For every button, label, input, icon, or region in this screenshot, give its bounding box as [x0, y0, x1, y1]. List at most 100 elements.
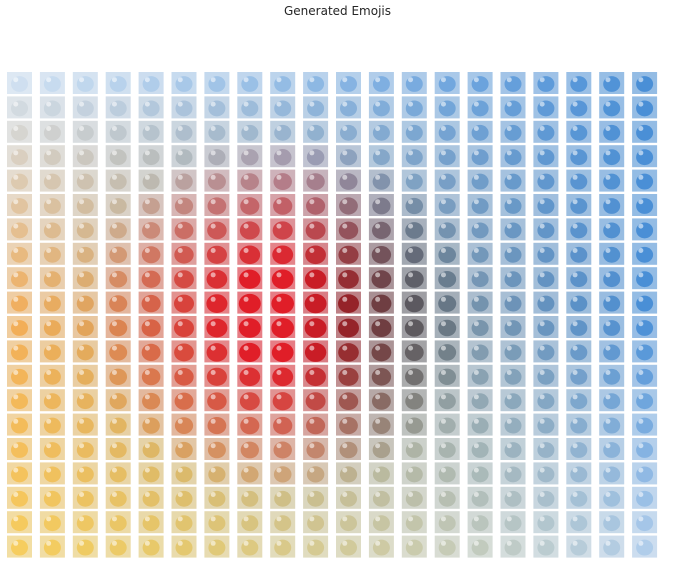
emoji-face: [76, 173, 94, 190]
emoji-face: [603, 442, 621, 458]
emoji-face: [636, 271, 654, 288]
emoji-highlight: [13, 174, 19, 180]
emoji-highlight: [210, 492, 216, 497]
emoji-face: [43, 124, 61, 141]
emoji-highlight: [342, 199, 348, 205]
emoji-face: [570, 368, 588, 385]
emoji-highlight: [243, 418, 249, 424]
emoji-cell: [138, 72, 164, 94]
emoji-cell: [500, 120, 526, 143]
emoji-face: [109, 270, 128, 288]
emoji-cell: [72, 120, 98, 143]
emoji-highlight: [210, 394, 216, 400]
emoji-cell: [599, 194, 625, 216]
emoji-face: [537, 100, 555, 117]
emoji-highlight: [177, 492, 183, 497]
emoji-face: [142, 149, 160, 166]
emoji-face: [504, 246, 522, 263]
emoji-cell: [566, 120, 592, 143]
emoji-cell: [467, 96, 493, 119]
emoji-cell: [270, 218, 296, 241]
emoji-highlight: [440, 443, 446, 449]
emoji-highlight: [539, 467, 545, 473]
emoji-highlight: [440, 248, 446, 253]
emoji-face: [603, 295, 621, 312]
emoji-highlight: [473, 248, 479, 253]
emoji-face: [504, 124, 522, 141]
emoji-highlight: [243, 443, 249, 449]
emoji-cell: [467, 438, 493, 460]
emoji-highlight: [243, 516, 249, 522]
emoji-face: [338, 221, 359, 240]
emoji-face: [241, 490, 259, 507]
emoji-highlight: [506, 345, 512, 351]
emoji-highlight: [342, 272, 348, 278]
emoji-face: [241, 515, 259, 532]
emoji-highlight: [144, 418, 150, 424]
emoji-cell: [105, 486, 131, 509]
emoji-face: [241, 466, 259, 483]
emoji-cell: [237, 72, 263, 94]
emoji-highlight: [243, 370, 249, 375]
emoji-highlight: [276, 296, 282, 302]
emoji-cell: [270, 291, 296, 314]
emoji-cell: [632, 535, 658, 558]
emoji-cell: [237, 120, 263, 143]
emoji-face: [272, 221, 293, 240]
emoji-highlight: [243, 248, 249, 253]
emoji-highlight: [243, 394, 249, 400]
emoji-cell: [533, 364, 559, 387]
emoji-cell: [533, 267, 559, 290]
emoji-highlight: [144, 126, 150, 131]
emoji-cell: [105, 267, 131, 290]
emoji-face: [570, 198, 588, 214]
emoji-highlight: [638, 296, 644, 302]
emoji-face: [43, 173, 61, 190]
emoji-face: [240, 197, 260, 215]
emoji-highlight: [408, 150, 414, 156]
emoji-cell: [401, 535, 427, 558]
emoji-highlight: [408, 223, 414, 229]
emoji-cell: [632, 486, 658, 509]
emoji-highlight: [572, 394, 578, 400]
emoji-face: [43, 246, 61, 263]
emoji-face: [570, 149, 588, 166]
emoji-highlight: [46, 272, 52, 278]
emoji-highlight: [375, 516, 381, 522]
emoji-highlight: [243, 77, 249, 83]
emoji-cell: [566, 316, 592, 338]
emoji-cell: [138, 96, 164, 119]
emoji-highlight: [144, 516, 150, 522]
emoji-cell: [39, 120, 65, 143]
emoji-cell: [599, 389, 625, 412]
emoji-face: [405, 149, 423, 166]
emoji-highlight: [638, 321, 644, 327]
emoji-face: [570, 271, 588, 288]
emoji-face: [471, 320, 489, 336]
emoji-cell: [105, 511, 131, 534]
emoji-cell: [270, 120, 296, 143]
emoji-highlight: [111, 150, 117, 156]
emoji-face: [208, 100, 226, 117]
emoji-cell: [270, 340, 296, 363]
emoji-cell: [138, 242, 164, 265]
emoji-cell: [336, 96, 361, 119]
emoji-face: [636, 417, 654, 434]
emoji-cell: [533, 389, 559, 412]
emoji-face: [339, 173, 358, 190]
emoji-cell: [303, 218, 329, 241]
emoji-face: [307, 100, 325, 117]
emoji-highlight: [13, 540, 19, 546]
emoji-face: [305, 245, 326, 265]
emoji-highlight: [46, 126, 52, 131]
emoji-highlight: [177, 418, 183, 424]
emoji-face: [11, 222, 28, 239]
emoji-cell: [467, 242, 493, 265]
emoji-highlight: [13, 126, 19, 131]
emoji-cell: [7, 291, 32, 314]
emoji-face: [405, 222, 424, 239]
emoji-highlight: [473, 296, 479, 302]
emoji-face: [405, 490, 423, 507]
emoji-face: [273, 441, 292, 459]
emoji-cell: [401, 242, 427, 265]
